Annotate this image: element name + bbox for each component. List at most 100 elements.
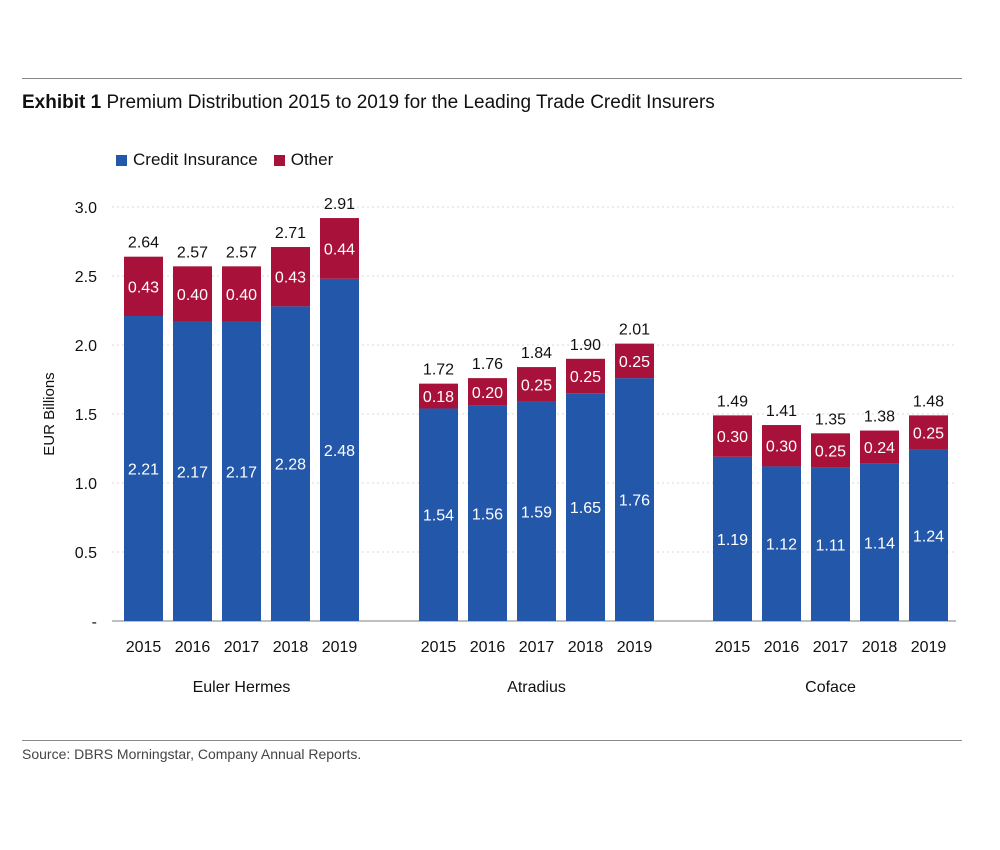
- x-tick-label-year: 2015: [715, 639, 751, 656]
- x-tick-label-year: 2019: [911, 639, 947, 656]
- bar-other: [468, 378, 507, 406]
- data-label-credit: 2.17: [177, 464, 208, 481]
- data-label-other: 0.25: [619, 354, 650, 371]
- bar-credit-insurance: [271, 306, 310, 621]
- bar-credit-insurance: [713, 456, 752, 621]
- bar-credit-insurance: [468, 405, 507, 621]
- bar-other: [173, 266, 212, 322]
- data-label-credit: 1.14: [864, 535, 895, 552]
- exhibit-number: Exhibit 1: [22, 92, 102, 113]
- data-label-other: 0.30: [766, 439, 797, 456]
- data-label-other: 0.24: [864, 440, 895, 457]
- legend-swatch-other: [273, 154, 285, 166]
- x-group-label: Atradius: [507, 679, 566, 696]
- y-tick-label: 1.0: [75, 476, 97, 493]
- x-tick-label-year: 2019: [617, 639, 653, 656]
- bar-credit-insurance: [811, 467, 850, 621]
- data-label-other: 0.25: [815, 444, 846, 461]
- bottom-rule: [22, 740, 962, 741]
- data-label-other: 0.44: [324, 241, 355, 258]
- data-label-credit: 1.12: [766, 537, 797, 554]
- data-label-total: 1.35: [815, 411, 846, 428]
- stacked-bar-chart: - 0.5 1.0 1.5 2.0 2.5 3.0 EUR Billions 2.21 0.43 2…: [41, 196, 956, 696]
- bar-other: [909, 415, 948, 450]
- data-label-total: 2.01: [619, 322, 650, 339]
- x-tick-label-year: 2019: [322, 639, 358, 656]
- bar-credit-insurance: [517, 401, 556, 621]
- bar-credit-insurance: [762, 466, 801, 621]
- data-label-credit: 1.19: [717, 532, 748, 549]
- data-label-credit: 1.59: [521, 504, 552, 521]
- bar-credit-insurance: [860, 463, 899, 621]
- data-label-other: 0.43: [275, 270, 306, 287]
- data-label-total: 1.76: [472, 356, 503, 373]
- data-label-total: 1.48: [913, 393, 944, 410]
- x-group-label: Euler Hermes: [193, 679, 291, 696]
- data-label-credit: 2.28: [275, 457, 306, 474]
- legend-swatch-credit: [116, 154, 127, 166]
- top-rule: [22, 78, 962, 79]
- bar-other: [222, 266, 261, 322]
- data-label-credit: 1.54: [423, 508, 454, 525]
- data-label-total: 1.84: [521, 345, 552, 362]
- y-tick-label: 3.0: [75, 200, 97, 217]
- x-tick-label-year: 2015: [421, 639, 457, 656]
- x-tick-label-year: 2017: [224, 639, 260, 656]
- data-label-total: 1.41: [766, 403, 797, 420]
- bar-credit-insurance: [566, 393, 605, 621]
- bar-other: [124, 256, 163, 317]
- data-label-total: 1.72: [423, 362, 454, 379]
- bar-credit-insurance: [124, 316, 163, 621]
- data-label-other: 0.20: [472, 385, 503, 402]
- data-label-credit: 1.24: [913, 528, 944, 545]
- bar-other: [811, 433, 850, 468]
- data-label-total: 2.57: [226, 244, 257, 261]
- legend-item-credit: Credit Insurance: [116, 150, 258, 170]
- x-tick-label-year: 2018: [862, 639, 898, 656]
- x-group-label: Coface: [805, 679, 856, 696]
- y-tick-label: 1.5: [75, 407, 97, 424]
- data-label-credit: 1.56: [472, 506, 503, 523]
- x-tick-label-year: 2016: [764, 639, 800, 656]
- data-label-other: 0.30: [717, 429, 748, 446]
- x-tick-label-year: 2017: [519, 639, 555, 656]
- bar-credit-insurance: [222, 321, 261, 621]
- bar-other: [615, 343, 654, 379]
- data-label-credit: 1.11: [816, 537, 846, 554]
- data-label-total: 2.71: [275, 225, 306, 242]
- legend-label-other: Other: [290, 150, 334, 169]
- y-axis-label: EUR Billions: [41, 372, 58, 455]
- data-label-total: 2.91: [324, 196, 355, 213]
- bar-other: [517, 367, 556, 402]
- x-tick-label-year: 2018: [273, 639, 309, 656]
- y-tick-label: 2.5: [75, 269, 97, 286]
- bar-other: [271, 247, 310, 307]
- bar-credit-insurance: [173, 321, 212, 621]
- data-label-total: 1.90: [570, 337, 601, 354]
- data-label-total: 2.64: [128, 235, 159, 252]
- data-label-other: 0.25: [913, 426, 944, 443]
- chart-legend: Credit Insurance Other: [116, 150, 349, 170]
- x-tick-label-year: 2016: [175, 639, 211, 656]
- bar-credit-insurance: [615, 378, 654, 621]
- exhibit-title: Exhibit 1 Premium Distribution 2015 to 2…: [22, 92, 715, 114]
- data-label-credit: 2.48: [324, 443, 355, 460]
- bar-other: [419, 383, 458, 409]
- data-label-credit: 1.76: [619, 493, 650, 510]
- data-label-total: 1.38: [864, 409, 895, 426]
- bar-other: [762, 425, 801, 467]
- y-tick-label: 0.5: [75, 545, 97, 562]
- y-tick-label: -: [92, 614, 97, 631]
- bar-other: [713, 415, 752, 457]
- data-label-other: 0.40: [226, 287, 257, 304]
- x-tick-label-year: 2017: [813, 639, 849, 656]
- x-tick-label-year: 2015: [126, 639, 162, 656]
- data-label-other: 0.25: [570, 369, 601, 386]
- legend-item-other: Other: [273, 150, 334, 170]
- bar-other: [860, 430, 899, 464]
- data-label-other: 0.18: [423, 389, 454, 406]
- data-label-other: 0.25: [521, 377, 552, 394]
- data-label-total: 1.49: [717, 393, 748, 410]
- data-label-other: 0.40: [177, 287, 208, 304]
- data-label-credit: 2.17: [226, 464, 257, 481]
